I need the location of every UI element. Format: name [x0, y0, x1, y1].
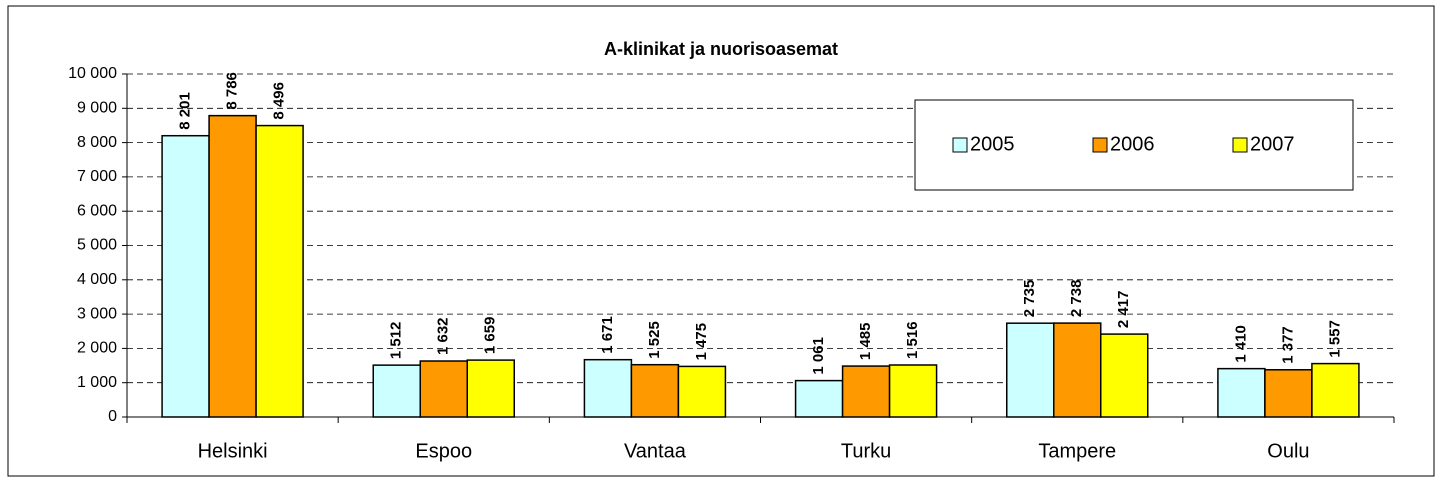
y-tick-label: 7 000 [77, 168, 117, 185]
legend-label: 2007 [1250, 133, 1295, 155]
data-label: 1 377 [1279, 326, 1296, 364]
y-tick-label: 4 000 [77, 271, 117, 288]
bar [630, 363, 680, 418]
data-label: 1 485 [857, 323, 874, 361]
bar [1006, 322, 1055, 418]
bar [677, 365, 727, 418]
y-tick-label: 5 000 [77, 237, 117, 254]
bar [1053, 322, 1102, 418]
legend-box [914, 99, 1354, 191]
y-tick-label: 10 000 [68, 65, 117, 82]
bar [1217, 367, 1266, 418]
bar [161, 134, 210, 418]
x-tick-label: Oulu [1267, 440, 1309, 462]
legend-swatch [1092, 137, 1108, 153]
x-tick-label: Helsinki [198, 440, 268, 462]
x-tick-label: Tampere [1038, 440, 1116, 462]
bar [583, 358, 633, 418]
data-label: 1 671 [599, 316, 616, 354]
data-label: 8 201 [177, 92, 194, 130]
bar [419, 360, 468, 418]
y-tick-label: 9 000 [77, 100, 117, 117]
data-label: 1 516 [904, 321, 921, 359]
legend-label: 2005 [970, 133, 1015, 155]
y-tick-label: 0 [108, 408, 117, 425]
bar [208, 114, 257, 418]
chart-title: A-klinikat ja nuorisoasemat [604, 39, 838, 59]
bar [255, 124, 304, 418]
bar [1264, 369, 1313, 418]
data-label: 1 525 [646, 321, 663, 359]
legend-label: 2006 [1110, 133, 1155, 155]
bar [1311, 362, 1360, 418]
x-tick-label: Espoo [415, 440, 472, 462]
y-tick-label: 3 000 [77, 305, 117, 322]
data-label: 2 735 [1021, 280, 1038, 318]
y-tick-label: 8 000 [77, 134, 117, 151]
y-tick-label: 6 000 [77, 202, 117, 219]
data-label: 1 475 [693, 323, 710, 361]
bar [1100, 333, 1149, 418]
data-label: 1 410 [1232, 325, 1249, 363]
legend-swatch [1232, 137, 1248, 153]
data-label: 8 786 [224, 72, 241, 110]
y-tick-label: 2 000 [77, 340, 117, 357]
data-label: 8 496 [271, 82, 288, 120]
data-label: 1 061 [810, 337, 827, 375]
data-label: 1 557 [1326, 320, 1343, 358]
bar [794, 379, 844, 418]
data-label: 2 417 [1115, 291, 1132, 329]
data-label: 1 659 [482, 317, 499, 355]
legend-swatch [952, 137, 968, 153]
bar [888, 364, 938, 418]
bar [372, 364, 421, 418]
bar [841, 365, 891, 418]
data-label: 1 632 [435, 317, 452, 355]
data-label: 1 512 [388, 322, 405, 360]
bar [466, 359, 515, 418]
data-label: 2 738 [1068, 280, 1085, 318]
x-tick-label: Vantaa [624, 440, 687, 462]
y-tick-label: 1 000 [77, 374, 117, 391]
x-tick-label: Turku [841, 440, 891, 462]
